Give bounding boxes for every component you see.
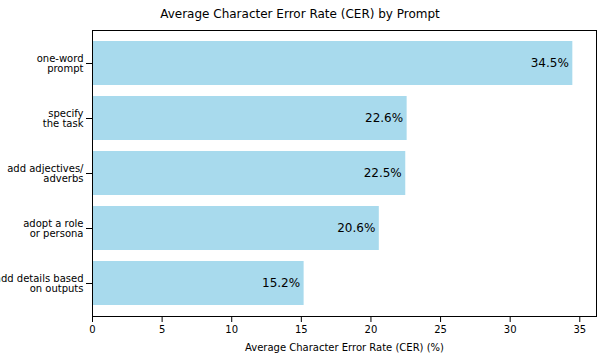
svg-text:add adjectives/adverbs: add adjectives/adverbs: [7, 163, 84, 184]
svg-text:25: 25: [434, 324, 447, 335]
html-text:Average Character Error Rate (: Average Character Error Rate (CER) by Pr…: [160, 7, 440, 21]
svg-text:add details basedon outputs: add details basedon outputs: [0, 273, 84, 294]
svg-text:30: 30: [504, 324, 517, 335]
svg-text:Average Character Error Rate (: Average Character Error Rate (CER) (%): [245, 342, 444, 353]
svg-text:one-wordprompt: one-wordprompt: [37, 53, 84, 74]
svg-text:10: 10: [225, 324, 238, 335]
svg-text:20: 20: [365, 324, 378, 335]
svg-text:35: 35: [573, 324, 586, 335]
svg-text:0: 0: [89, 324, 95, 335]
svg-text:15: 15: [295, 324, 308, 335]
svg-text:22.5%: 22.5%: [364, 166, 402, 180]
svg-text:20.6%: 20.6%: [337, 221, 375, 235]
svg-text:22.6%: 22.6%: [365, 111, 403, 125]
svg-text:15.2%: 15.2%: [262, 276, 300, 290]
svg-text:34.5%: 34.5%: [531, 56, 569, 70]
svg-text:adopt a roleor persona: adopt a roleor persona: [23, 218, 83, 239]
svg-text:specifythe task: specifythe task: [43, 108, 84, 129]
svg-text:5: 5: [159, 324, 165, 335]
